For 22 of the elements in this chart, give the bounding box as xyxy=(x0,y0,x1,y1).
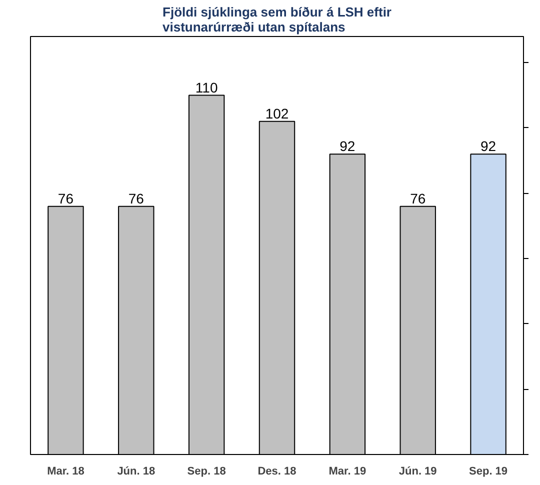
chart-title: Fjöldi sjúklinga sem bíður á LSH eftir vistunarúrræði utan spítalans xyxy=(162,4,392,34)
data-label: 92 xyxy=(480,138,496,154)
x-tick-label: Mar. 18 xyxy=(47,466,84,478)
x-tick-label: Sep. 19 xyxy=(469,466,508,478)
x-tick-label: Sep. 18 xyxy=(187,466,226,478)
bar xyxy=(329,154,366,454)
bar xyxy=(470,154,506,454)
data-label: 76 xyxy=(128,190,144,206)
data-label: 76 xyxy=(58,190,74,206)
data-label: 102 xyxy=(265,105,289,122)
bar xyxy=(258,120,296,454)
bar xyxy=(400,206,436,454)
data-label: 92 xyxy=(340,138,356,154)
data-label: 110 xyxy=(195,79,218,96)
bar xyxy=(188,94,225,454)
x-tick-label: Jún. 19 xyxy=(398,466,437,478)
data-label: 76 xyxy=(410,190,426,206)
x-tick-label: Des. 18 xyxy=(258,466,296,478)
bar xyxy=(118,206,154,454)
bar xyxy=(48,206,84,454)
x-tick-label: Jún. 18 xyxy=(117,466,156,478)
x-tick-label: Mar. 19 xyxy=(328,466,366,478)
